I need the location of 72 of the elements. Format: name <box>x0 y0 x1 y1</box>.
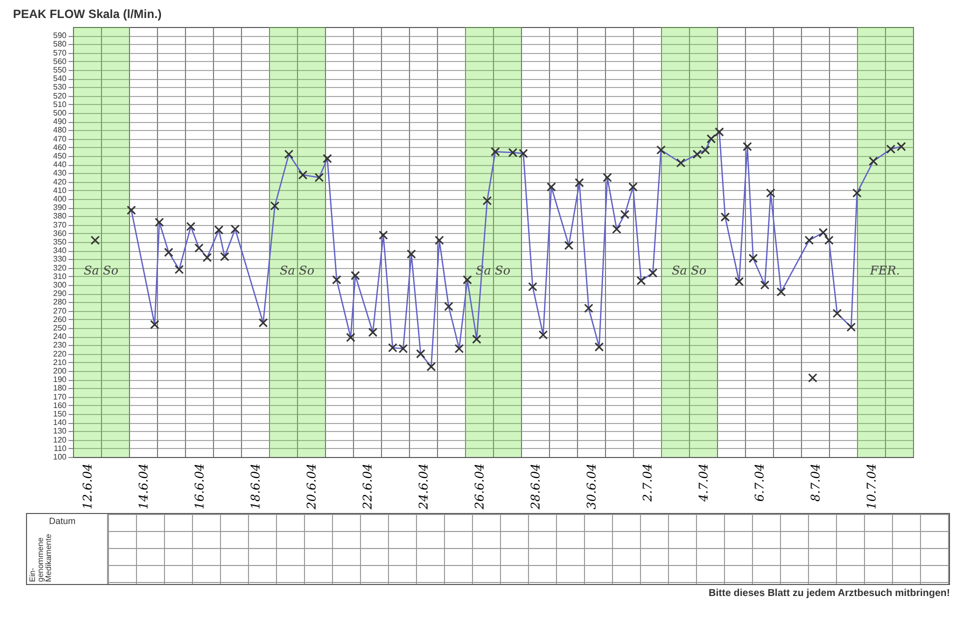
x-tick-label: 6.7.04 <box>752 464 766 502</box>
band-label: Sa So <box>280 264 314 278</box>
y-tick-label: 310 <box>53 272 68 281</box>
y-tick-label: 420 <box>53 177 68 186</box>
x-tick-label: 22.6.04 <box>360 464 374 510</box>
chart-title: PEAK FLOW Skala (l/Min.) <box>13 7 162 21</box>
x-tick-label: 30.6.04 <box>584 464 598 510</box>
x-tick-label: 14.6.04 <box>136 464 150 510</box>
y-tick-label: 120 <box>53 435 68 444</box>
x-tick-label: 28.6.04 <box>528 464 542 510</box>
x-tick-label: 20.6.04 <box>304 464 318 510</box>
y-tick-label: 180 <box>53 384 68 393</box>
x-tick-label: 4.7.04 <box>696 464 710 503</box>
y-tick-label: 330 <box>53 254 68 264</box>
y-tick-label: 100 <box>53 452 68 462</box>
y-tick-label: 260 <box>53 314 68 324</box>
x-tick-label: 10.7.04 <box>864 464 878 510</box>
y-tick-label: 450 <box>53 152 68 160</box>
x-tick-label: 12.6.04 <box>80 464 94 510</box>
x-tick-label: 24.6.04 <box>416 464 430 510</box>
y-tick-label: 520 <box>53 91 68 100</box>
y-tick-label: 580 <box>53 40 68 49</box>
y-tick-label: 370 <box>53 220 68 230</box>
y-tick-label: 220 <box>53 349 68 358</box>
y-tick-label: 110 <box>54 444 68 453</box>
y-tick-label: 190 <box>53 375 68 384</box>
y-tick-label: 410 <box>53 186 68 195</box>
y-tick-label: 540 <box>53 74 68 84</box>
y-tick-label: 130 <box>53 426 68 436</box>
text: Bitte dieses Blatt zu jedem Arztbesuch mitbringen! <box>708 588 950 599</box>
y-tick-label: 390 <box>53 203 68 212</box>
y-tick-label: 550 <box>53 66 68 74</box>
y-tick-label: 240 <box>53 332 68 342</box>
y-tick-label: 460 <box>53 142 68 152</box>
y-tick-label: 350 <box>53 238 68 246</box>
x-tick-label: 16.6.04 <box>192 464 206 510</box>
band-label: FER. <box>869 264 900 278</box>
y-tick-label: 300 <box>53 280 68 290</box>
x-tick-label: 26.6.04 <box>472 464 486 510</box>
y-tick-label: 510 <box>53 100 68 109</box>
x-tick-label: 2.7.04 <box>640 464 654 503</box>
y-tick-label: 500 <box>53 108 68 118</box>
y-tick-label: 250 <box>53 324 68 332</box>
y-tick-label: 200 <box>53 366 68 376</box>
medication-table: Ein- genommene Medikamente Datum <box>26 513 950 585</box>
y-tick-label: 470 <box>53 134 68 144</box>
y-tick-label: 320 <box>53 263 68 272</box>
y-tick-label: 400 <box>53 194 68 204</box>
y-tick-label: 290 <box>53 289 68 298</box>
y-tick-label: 490 <box>53 117 68 126</box>
y-tick-label: 280 <box>53 298 68 307</box>
y-tick-label: 160 <box>53 400 68 410</box>
y-tick-label: 560 <box>53 56 68 66</box>
y-tick-label: 590 <box>53 31 68 40</box>
y-tick-label: 270 <box>53 306 68 316</box>
y-tick-label: 340 <box>53 246 68 256</box>
y-tick-label: 150 <box>53 410 68 418</box>
y-tick-label: 170 <box>53 392 68 402</box>
y-tick-label: 210 <box>53 358 68 367</box>
y-tick-label: 530 <box>53 82 68 92</box>
y-tick-label: 230 <box>53 340 68 350</box>
y-tick-label: 380 <box>53 212 68 221</box>
y-tick-label: 570 <box>53 48 68 58</box>
y-tick-label: 140 <box>53 418 68 428</box>
band-label: Sa So <box>672 264 706 278</box>
band-label: Sa So <box>84 264 118 278</box>
x-tick-label: 8.7.04 <box>808 464 822 502</box>
x-tick-label: 18.6.04 <box>248 464 262 510</box>
y-tick-label: 480 <box>53 126 68 135</box>
y-tick-label: 360 <box>53 228 68 238</box>
y-tick-label: 430 <box>53 168 68 178</box>
y-tick-label: 440 <box>53 160 68 170</box>
